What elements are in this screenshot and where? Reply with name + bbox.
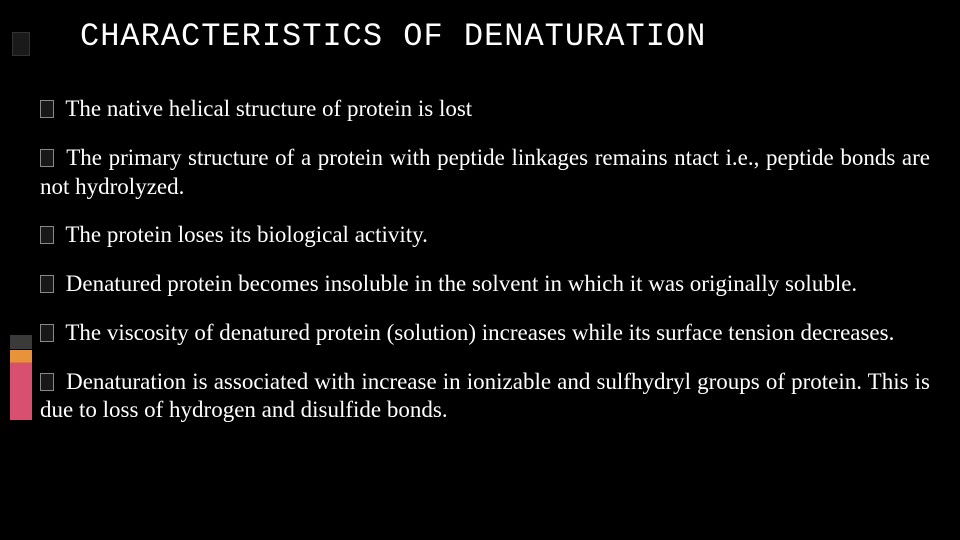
bullet-item: Denatured protein becomes insoluble in t… — [40, 270, 930, 299]
bullet-item: The primary structure of a protein with … — [40, 144, 930, 202]
accent-stripe — [10, 350, 32, 420]
accent-block-mid — [10, 335, 32, 349]
bullet-item: The native helical structure of protein … — [40, 95, 930, 124]
bullet-item: Denaturation is associated with increase… — [40, 368, 930, 426]
bullet-marker-icon — [40, 275, 54, 293]
slide-container: CHARACTERISTICS OF DENATURATION The nati… — [0, 0, 960, 540]
bullet-marker-icon — [40, 149, 54, 167]
bullet-text: The primary structure of a protein with … — [40, 145, 930, 199]
bullet-marker-icon — [40, 373, 54, 391]
bullet-text: The protein loses its biological activit… — [60, 222, 428, 247]
bullet-marker-icon — [40, 100, 54, 118]
bullet-text: The native helical structure of protein … — [60, 96, 472, 121]
slide-title: CHARACTERISTICS OF DENATURATION — [80, 18, 930, 55]
bullet-text: Denatured protein becomes insoluble in t… — [60, 271, 857, 296]
bullet-item: The viscosity of denatured protein (solu… — [40, 319, 930, 348]
accent-block-top — [12, 32, 30, 56]
bullet-text: Denaturation is associated with increase… — [40, 369, 930, 423]
bullet-item: The protein loses its biological activit… — [40, 221, 930, 250]
bullet-marker-icon — [40, 324, 54, 342]
bullet-marker-icon — [40, 226, 54, 244]
bullet-text: The viscosity of denatured protein (solu… — [60, 320, 894, 345]
